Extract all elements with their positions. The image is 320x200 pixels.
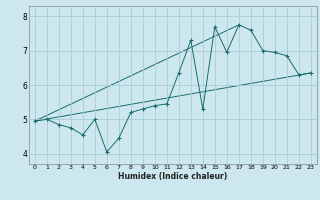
X-axis label: Humidex (Indice chaleur): Humidex (Indice chaleur) xyxy=(118,172,228,181)
